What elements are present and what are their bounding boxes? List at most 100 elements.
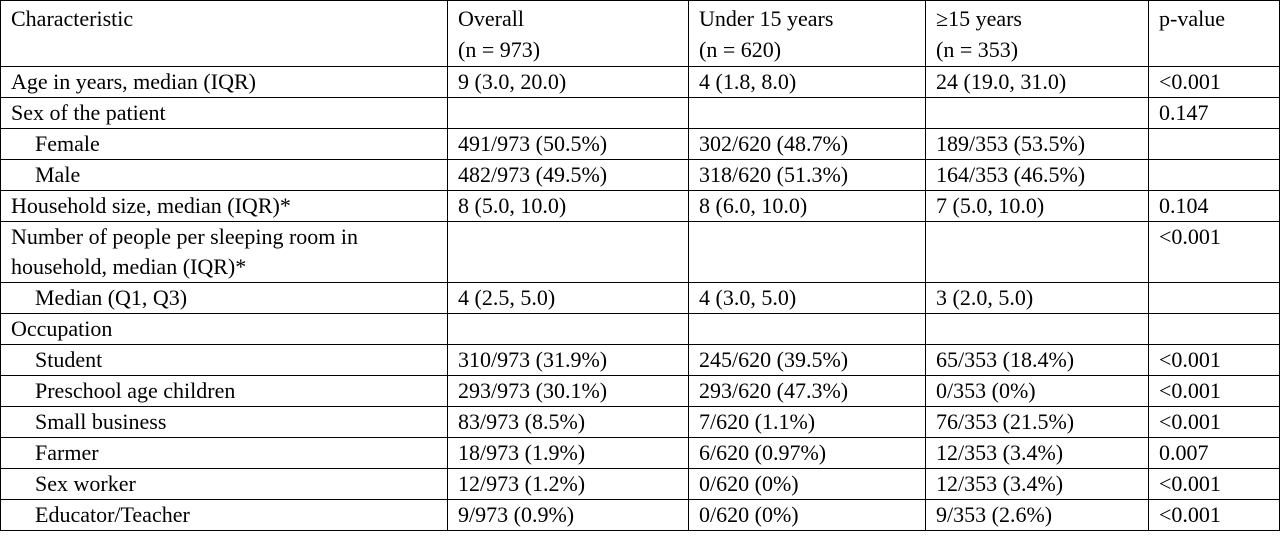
cell bbox=[1148, 128, 1280, 160]
cell: Female bbox=[0, 128, 448, 160]
sub-row: Preschool age children 293/973 (30.1%) 293… bbox=[0, 375, 1280, 407]
header-text: Under 15 years bbox=[699, 6, 834, 31]
cell: Sex worker bbox=[0, 468, 448, 500]
sub-row: Male 482/973 (49.5%) 318/620 (51.3%) 164/35… bbox=[0, 159, 1280, 191]
table-body: Age in years, median (IQR) 9 (3.0, 20.0) 4… bbox=[0, 66, 1280, 531]
cell: 4 (1.8, 8.0) bbox=[688, 66, 926, 98]
cell: 189/353 (53.5%) bbox=[925, 128, 1149, 160]
cell: 3 (2.0, 5.0) bbox=[925, 282, 1149, 314]
cell: Male bbox=[0, 159, 448, 191]
cell bbox=[447, 313, 689, 345]
cell: Median (Q1, Q3) bbox=[0, 282, 448, 314]
cell: Educator/Teacher bbox=[0, 499, 448, 531]
cell: 482/973 (49.5%) bbox=[447, 159, 689, 191]
cell: 0/620 (0%) bbox=[688, 468, 926, 500]
cell: 7/620 (1.1%) bbox=[688, 406, 926, 438]
cell: 293/973 (30.1%) bbox=[447, 375, 689, 407]
cell: 7 (5.0, 10.0) bbox=[925, 190, 1149, 222]
cell bbox=[688, 221, 926, 283]
sub-row: Farmer 18/973 (1.9%) 6/620 (0.97%) 12/353 (… bbox=[0, 437, 1280, 469]
sub-row: Sex worker 12/973 (1.2%) 0/620 (0%) 12/353 … bbox=[0, 468, 1280, 500]
table-header: Characteristic Overall (n = 973) Under 15 y… bbox=[0, 0, 1280, 67]
cell: Sex of the patient bbox=[0, 97, 448, 129]
header-cell: ≥15 years (n = 353) bbox=[925, 0, 1149, 67]
header-text: ≥15 years bbox=[936, 6, 1022, 31]
header-cell: Overall (n = 973) bbox=[447, 0, 689, 67]
cell: 9/353 (2.6%) bbox=[925, 499, 1149, 531]
header-cell: Characteristic bbox=[0, 0, 448, 67]
cell: 12/973 (1.2%) bbox=[447, 468, 689, 500]
cell: <0.001 bbox=[1148, 375, 1280, 407]
cell: <0.001 bbox=[1148, 499, 1280, 531]
sub-row: Student 310/973 (31.9%) 245/620 (39.5%) 65/… bbox=[0, 344, 1280, 376]
sub-row: Female 491/973 (50.5%) 302/620 (48.7%) 189/… bbox=[0, 128, 1280, 160]
cell bbox=[925, 221, 1149, 283]
cell: <0.001 bbox=[1148, 344, 1280, 376]
cell: Age in years, median (IQR) bbox=[0, 66, 448, 98]
cell: 0/353 (0%) bbox=[925, 375, 1149, 407]
sub-row: Small business 83/973 (8.5%) 7/620 (1.1%) 7… bbox=[0, 406, 1280, 438]
row: Number of people per sleeping room in ho… bbox=[0, 221, 1280, 283]
cell: 65/353 (18.4%) bbox=[925, 344, 1149, 376]
cell: 12/353 (3.4%) bbox=[925, 468, 1149, 500]
cell: 0.147 bbox=[1148, 97, 1280, 129]
header-text: (n = 353) bbox=[936, 37, 1019, 62]
sub-row: Educator/Teacher 9/973 (0.9%) 0/620 (0%) 9/… bbox=[0, 499, 1280, 531]
cell: 318/620 (51.3%) bbox=[688, 159, 926, 191]
row: Sex of the patient 0.147 bbox=[0, 97, 1280, 129]
cell: 0/620 (0%) bbox=[688, 499, 926, 531]
cell: 8 (6.0, 10.0) bbox=[688, 190, 926, 222]
cell: 0.007 bbox=[1148, 437, 1280, 469]
cell: 4 (2.5, 5.0) bbox=[447, 282, 689, 314]
cell: Preschool age children bbox=[0, 375, 448, 407]
cell: 6/620 (0.97%) bbox=[688, 437, 926, 469]
cell: 310/973 (31.9%) bbox=[447, 344, 689, 376]
header-text: (n = 973) bbox=[458, 37, 541, 62]
cell: 4 (3.0, 5.0) bbox=[688, 282, 926, 314]
cell: <0.001 bbox=[1148, 468, 1280, 500]
header-text: Overall bbox=[458, 6, 524, 31]
cell: 9/973 (0.9%) bbox=[447, 499, 689, 531]
cell: <0.001 bbox=[1148, 221, 1280, 283]
cell: 83/973 (8.5%) bbox=[447, 406, 689, 438]
cell bbox=[925, 313, 1149, 345]
cell bbox=[1148, 313, 1280, 345]
cell: 0.104 bbox=[1148, 190, 1280, 222]
header-row: Characteristic Overall (n = 973) Under 15 y… bbox=[0, 0, 1280, 67]
cell bbox=[688, 97, 926, 129]
cell bbox=[447, 97, 689, 129]
cell: Small business bbox=[0, 406, 448, 438]
row: Occupation bbox=[0, 313, 1280, 345]
cell: 18/973 (1.9%) bbox=[447, 437, 689, 469]
header-text: (n = 620) bbox=[699, 37, 782, 62]
cell: Household size, median (IQR)* bbox=[0, 190, 448, 222]
cell: 12/353 (3.4%) bbox=[925, 437, 1149, 469]
cell: 293/620 (47.3%) bbox=[688, 375, 926, 407]
cell bbox=[1148, 282, 1280, 314]
header-text: p-value bbox=[1159, 6, 1225, 31]
cell: 9 (3.0, 20.0) bbox=[447, 66, 689, 98]
sub-row: Median (Q1, Q3) 4 (2.5, 5.0) 4 (3.0, 5.0) 3… bbox=[0, 282, 1280, 314]
cell: 491/973 (50.5%) bbox=[447, 128, 689, 160]
cell bbox=[925, 97, 1149, 129]
cell: 302/620 (48.7%) bbox=[688, 128, 926, 160]
row: Age in years, median (IQR) 9 (3.0, 20.0) 4… bbox=[0, 66, 1280, 98]
cell: 76/353 (21.5%) bbox=[925, 406, 1149, 438]
cell: Occupation bbox=[0, 313, 448, 345]
header-cell: Under 15 years (n = 620) bbox=[688, 0, 926, 67]
cell: 245/620 (39.5%) bbox=[688, 344, 926, 376]
row: Household size, median (IQR)* 8 (5.0, 10.… bbox=[0, 190, 1280, 222]
header-cell: p-value bbox=[1148, 0, 1280, 67]
header-text: Characteristic bbox=[11, 6, 134, 31]
cell: 164/353 (46.5%) bbox=[925, 159, 1149, 191]
cell: 8 (5.0, 10.0) bbox=[447, 190, 689, 222]
cell: Farmer bbox=[0, 437, 448, 469]
cell bbox=[1148, 159, 1280, 191]
cell: 24 (19.0, 31.0) bbox=[925, 66, 1149, 98]
cell: <0.001 bbox=[1148, 66, 1280, 98]
cell bbox=[447, 221, 689, 283]
cell: <0.001 bbox=[1148, 406, 1280, 438]
cell: Student bbox=[0, 344, 448, 376]
